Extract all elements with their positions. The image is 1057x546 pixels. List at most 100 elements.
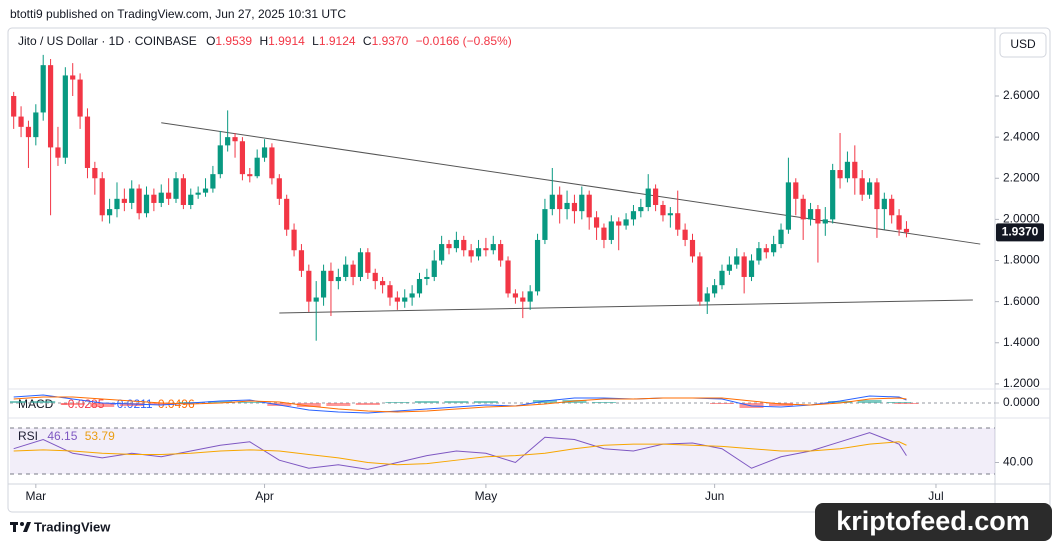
trendline: [161, 122, 981, 245]
ohlc-key: H: [259, 34, 268, 48]
candle-body: [92, 167, 98, 179]
candle-body: [593, 217, 600, 228]
candle-body: [107, 209, 113, 216]
symbol-title: Jito / US Dollar · 1D · COINBASE: [18, 34, 197, 48]
candle-body: [18, 116, 24, 127]
y-tick-label: 2.6000: [1003, 88, 1040, 102]
candle-body: [70, 75, 76, 80]
macd-histogram-bar: [444, 401, 469, 403]
published-note: btotti9 published on TradingView.com, Ju…: [10, 7, 346, 21]
candle-body: [527, 291, 533, 302]
candle-body: [793, 182, 799, 199]
logo-part: [20, 522, 24, 526]
candle-body: [608, 221, 614, 240]
candle-body: [874, 182, 880, 210]
trendline: [279, 299, 973, 314]
candle-body: [712, 285, 718, 294]
candle-body: [852, 161, 858, 179]
candle-body: [40, 65, 46, 113]
candle-body: [276, 178, 282, 199]
watermark: kriptofeed.com: [836, 506, 1030, 536]
candle-body: [402, 297, 408, 302]
ohlc-value: 1.9539: [215, 34, 252, 48]
candle-body: [202, 188, 209, 193]
currency-label[interactable]: USD: [1010, 37, 1036, 51]
candle-body: [84, 116, 91, 168]
candle-body: [748, 260, 755, 277]
rsi-label: RSI: [18, 429, 38, 443]
candle-body: [741, 256, 747, 277]
macd-histogram-bar: [385, 402, 410, 403]
candle-body: [232, 137, 238, 142]
rsi-value: 46.15: [47, 429, 77, 443]
candle-body: [498, 244, 504, 261]
logo-part: [13, 522, 16, 532]
candle-body: [195, 192, 201, 195]
candle-body: [210, 174, 216, 189]
candle-body: [704, 293, 710, 302]
macd-histogram-bar: [894, 403, 919, 404]
pane: [10, 427, 995, 475]
candle-body: [571, 202, 578, 212]
candle-body: [173, 178, 179, 199]
candle-body: [55, 147, 61, 158]
candle-body: [269, 147, 275, 179]
y-tick-label: 2.4000: [1003, 129, 1040, 143]
candle-body: [800, 198, 806, 220]
candle-body: [586, 194, 592, 218]
candle-body: [512, 293, 519, 298]
candle-body: [129, 188, 135, 203]
candle-body: [903, 228, 910, 233]
candle-body: [291, 229, 297, 251]
candle-body: [807, 209, 814, 220]
candle-body: [667, 213, 673, 216]
currency-button[interactable]: [999, 32, 1047, 58]
x-tick-label: Jun: [705, 489, 724, 503]
candle-body: [645, 188, 651, 208]
y-tick-label: 1.4000: [1003, 335, 1040, 349]
candle-body: [47, 65, 54, 148]
candle-body: [409, 293, 415, 298]
candle-body: [372, 272, 378, 282]
candle-body: [579, 194, 585, 212]
ohlc-value: 1.9914: [268, 34, 305, 48]
candle-body: [564, 202, 570, 210]
candle-body: [623, 219, 629, 226]
candle-body: [785, 182, 792, 230]
ohlc-key: L: [312, 34, 319, 48]
candle-body: [11, 96, 17, 117]
candle-body: [557, 194, 563, 210]
candle-body: [881, 198, 887, 210]
candle-body: [660, 204, 666, 216]
candle-body: [114, 198, 120, 210]
macd-histogram-bar: [10, 401, 26, 403]
candle-body: [328, 270, 334, 282]
candle-body: [254, 157, 260, 177]
candle-body: [534, 239, 541, 292]
candle-body: [697, 256, 703, 302]
y-tick-label: 1.2000: [1003, 376, 1040, 390]
candle-body: [387, 285, 393, 298]
candle-body: [815, 209, 821, 224]
watermark-box: [815, 503, 1052, 541]
candle-body: [136, 188, 142, 214]
candle-body: [25, 126, 32, 138]
logo-part: [23, 522, 31, 532]
rsi-value: 53.79: [85, 429, 115, 443]
y-tick-label: 2.0000: [1003, 212, 1040, 226]
macd-line: [13, 394, 907, 414]
candle-body: [350, 264, 356, 277]
candle-body: [439, 244, 445, 261]
candle-body: [158, 192, 164, 203]
macd-histogram-bar: [326, 403, 351, 406]
rsi-legend: RSI 46.15 53.79: [18, 429, 115, 443]
candle-body: [601, 227, 607, 240]
candle-body: [652, 188, 659, 205]
macd-histogram-bar: [31, 401, 56, 403]
candle-body: [734, 256, 740, 265]
candle-body: [453, 239, 459, 249]
candle-body: [675, 213, 681, 230]
change: −0.0166 (−0.85%): [416, 34, 512, 48]
macd-label: MACD: [18, 397, 54, 411]
